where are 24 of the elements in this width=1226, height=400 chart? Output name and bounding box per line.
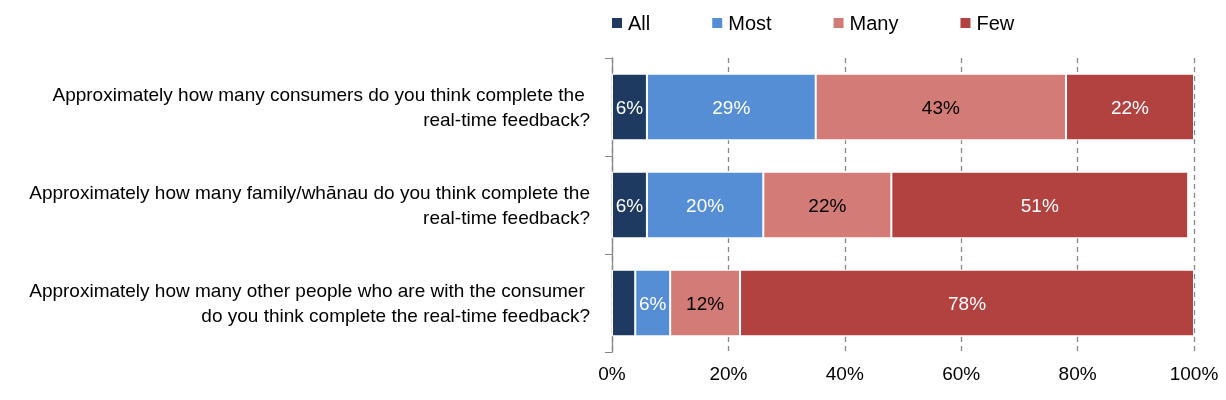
y-tick-label: Approximately how many other people who are with the consumer do you think complete the real-time feedback?	[29, 280, 590, 326]
data-label: 22%	[808, 194, 847, 216]
x-tick-label: 0%	[598, 363, 626, 384]
legend-label: Most	[728, 12, 773, 34]
data-label: 43%	[921, 96, 960, 118]
x-tick-label: 40%	[825, 363, 864, 384]
x-tick-label: 100%	[1169, 363, 1219, 384]
legend-label: Few	[976, 12, 1015, 34]
data-label: 29%	[712, 96, 751, 118]
data-label: 20%	[686, 194, 725, 216]
y-tick-label: Approximately how many consumers do you think complete the real-time feedback?	[52, 84, 590, 130]
y-tick-label: Approximately how many family/whānau do you think complete the real-time feedback?	[29, 182, 590, 228]
x-tick-label: 20%	[709, 363, 748, 384]
data-label: 51%	[1020, 194, 1059, 216]
data-label: 12%	[686, 292, 725, 314]
data-label: 6%	[639, 292, 667, 314]
x-tick-label: 80%	[1058, 363, 1097, 384]
data-label: 6%	[615, 194, 644, 216]
legend-label: All	[628, 12, 651, 34]
data-label: 6%	[615, 96, 644, 118]
data-label: 22%	[1110, 96, 1150, 118]
x-tick-label: 60%	[942, 363, 981, 384]
data-label: 78%	[948, 292, 987, 314]
legend-label: Many	[849, 12, 899, 34]
